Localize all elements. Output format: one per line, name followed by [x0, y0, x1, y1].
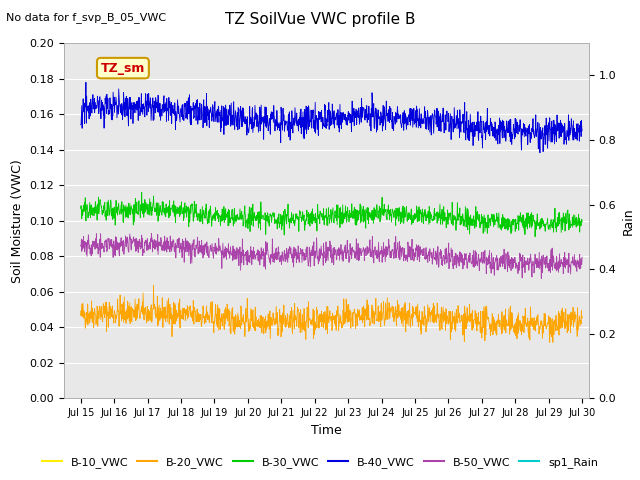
Text: TZ_sm: TZ_sm: [100, 61, 145, 74]
Y-axis label: Soil Moisture (VWC): Soil Moisture (VWC): [11, 159, 24, 283]
Y-axis label: Rain: Rain: [622, 207, 635, 235]
Text: TZ SoilVue VWC profile B: TZ SoilVue VWC profile B: [225, 12, 415, 27]
Legend: B-10_VWC, B-20_VWC, B-30_VWC, B-40_VWC, B-50_VWC, sp1_Rain: B-10_VWC, B-20_VWC, B-30_VWC, B-40_VWC, …: [38, 452, 602, 472]
Text: No data for f_svp_B_05_VWC: No data for f_svp_B_05_VWC: [6, 12, 166, 23]
X-axis label: Time: Time: [311, 424, 342, 437]
